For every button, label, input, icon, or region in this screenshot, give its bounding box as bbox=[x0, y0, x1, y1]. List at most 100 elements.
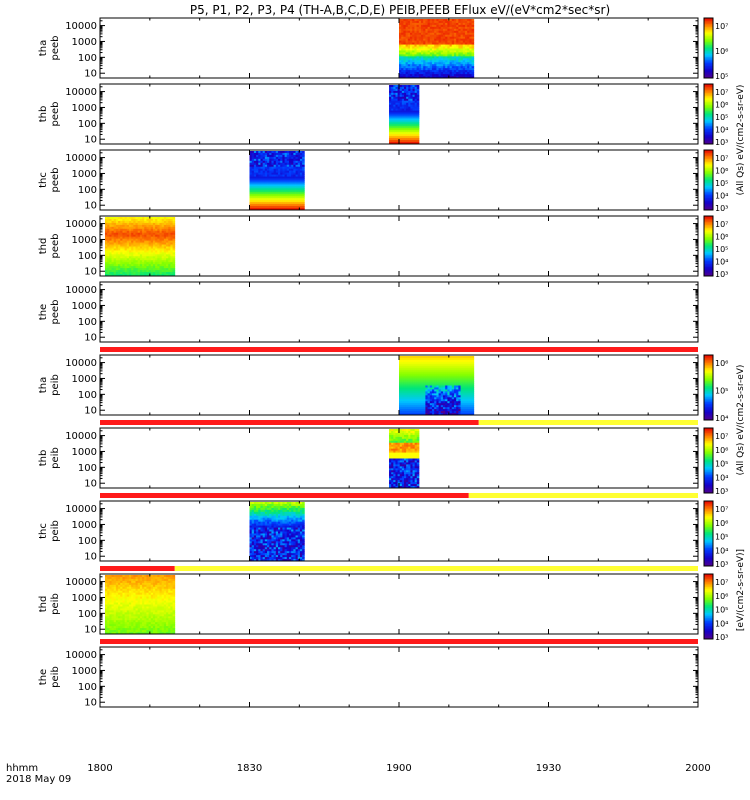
spectrogram-cell bbox=[159, 248, 163, 251]
spectrogram-cell bbox=[280, 202, 283, 205]
spectrogram-cell bbox=[438, 401, 442, 404]
spectrogram-cell bbox=[120, 240, 123, 243]
spectrogram-cell bbox=[273, 206, 277, 209]
spectrogram-cell bbox=[152, 256, 156, 259]
spectrogram-cell bbox=[146, 262, 149, 265]
spectrogram-cell bbox=[395, 450, 398, 453]
spectrogram-cell bbox=[399, 54, 402, 57]
spectrogram-cell bbox=[453, 72, 457, 75]
spectrogram-cell bbox=[410, 118, 413, 121]
spectrogram-cell bbox=[405, 413, 409, 416]
spectrogram-cell bbox=[137, 256, 141, 259]
spectrogram-cell bbox=[456, 381, 459, 384]
spectrogram-cell bbox=[157, 234, 160, 238]
spectrogram-cell bbox=[284, 152, 288, 156]
spectrogram-cell bbox=[393, 138, 396, 141]
spectrogram-cell bbox=[427, 397, 431, 400]
spectrogram-cell bbox=[166, 250, 169, 253]
spectrogram-cell bbox=[456, 383, 459, 386]
spectrogram-cell bbox=[131, 217, 134, 220]
spectrogram-cell bbox=[414, 74, 417, 77]
spectrogram-cell bbox=[161, 234, 165, 238]
spectrogram-cell bbox=[152, 268, 156, 271]
spectrogram-cell bbox=[142, 270, 145, 273]
spectrogram-cell bbox=[120, 217, 123, 220]
spectrogram-cell bbox=[405, 22, 409, 26]
spectrogram-cell bbox=[284, 188, 288, 191]
spectrogram-cell bbox=[109, 256, 112, 259]
spectrogram-cell bbox=[267, 196, 270, 199]
spectrogram-cell bbox=[425, 381, 428, 384]
spectrogram-cell bbox=[256, 152, 259, 156]
spectrogram-cell bbox=[137, 238, 141, 241]
spectrogram-cell bbox=[453, 54, 457, 57]
spectrogram-cell bbox=[434, 383, 437, 386]
spectrogram-cell bbox=[161, 258, 165, 261]
spectrogram-cell bbox=[471, 62, 475, 65]
spectrogram-cell bbox=[451, 26, 455, 30]
spectrogram-cell bbox=[113, 240, 117, 243]
spectrogram-cell bbox=[425, 395, 428, 398]
spectrogram-cell bbox=[401, 56, 404, 59]
spectrogram-cell bbox=[451, 42, 455, 45]
spectrogram-cell bbox=[284, 158, 288, 162]
spectrogram-cell bbox=[412, 407, 415, 410]
spectrogram-cell bbox=[420, 356, 424, 359]
spectrogram-cell bbox=[397, 100, 401, 104]
spectrogram-cell bbox=[258, 200, 261, 203]
spectrogram-cell bbox=[397, 102, 401, 106]
spectrogram-cell bbox=[467, 22, 470, 26]
spectrogram-cell bbox=[427, 22, 431, 26]
spectrogram-cell bbox=[456, 36, 459, 40]
spectrogram-cell bbox=[453, 363, 457, 367]
spectrogram-cell bbox=[418, 359, 422, 363]
spectrogram-cell bbox=[122, 238, 125, 241]
spectrogram-cell bbox=[442, 357, 446, 361]
spectrogram-cell bbox=[416, 44, 420, 47]
spectrogram-cell bbox=[273, 174, 277, 177]
spectrogram-cell bbox=[464, 38, 468, 42]
spectrogram-cell bbox=[423, 377, 426, 380]
spectrogram-cell bbox=[416, 120, 420, 123]
spectrogram-cell bbox=[302, 176, 305, 179]
spectrogram-cell bbox=[278, 178, 281, 181]
spectrogram-cell bbox=[427, 373, 431, 377]
spectrogram-cell bbox=[399, 462, 403, 465]
spectrogram-cell bbox=[295, 184, 299, 187]
spectrogram-cell bbox=[168, 217, 171, 220]
spectrogram-cell bbox=[146, 236, 149, 240]
spectrogram-cell bbox=[425, 64, 428, 67]
spectrogram-cell bbox=[407, 397, 411, 400]
spectrogram-cell bbox=[172, 264, 176, 267]
spectrogram-cell bbox=[409, 54, 413, 57]
spectrogram-cell bbox=[429, 369, 433, 373]
spectrogram-cell bbox=[262, 182, 266, 185]
spectrogram-cell bbox=[438, 409, 442, 412]
spectrogram-cell bbox=[412, 401, 415, 404]
spectrogram-cell bbox=[438, 405, 442, 408]
spectrogram-cell bbox=[295, 192, 299, 195]
spectrogram-cell bbox=[464, 411, 468, 414]
spectrogram-cell bbox=[425, 26, 428, 30]
spectrogram-cell bbox=[462, 22, 466, 26]
spectrogram-cell bbox=[122, 244, 125, 247]
spectrogram-cell bbox=[393, 92, 396, 96]
spectrogram-cell bbox=[434, 369, 437, 373]
spectrogram-cell bbox=[403, 38, 406, 42]
spectrogram-cell bbox=[423, 389, 426, 392]
spectrogram-cell bbox=[467, 24, 470, 28]
spectrogram-cell bbox=[152, 228, 156, 232]
spectrogram-cell bbox=[423, 20, 426, 24]
spectrogram-cell bbox=[410, 98, 413, 102]
spectrogram-cell bbox=[107, 226, 110, 230]
spectrogram-cell bbox=[427, 46, 431, 49]
spectrogram-cell bbox=[399, 48, 402, 51]
spectrogram-cell bbox=[440, 387, 444, 390]
spectrogram-cell bbox=[288, 200, 292, 203]
spectrogram-cell bbox=[109, 226, 112, 230]
spectrogram-cell bbox=[291, 170, 294, 174]
spectrogram-cell bbox=[118, 224, 121, 228]
spectrogram-cell bbox=[118, 262, 121, 265]
spectrogram-cell bbox=[401, 122, 405, 125]
spectrogram-cell bbox=[451, 38, 455, 42]
